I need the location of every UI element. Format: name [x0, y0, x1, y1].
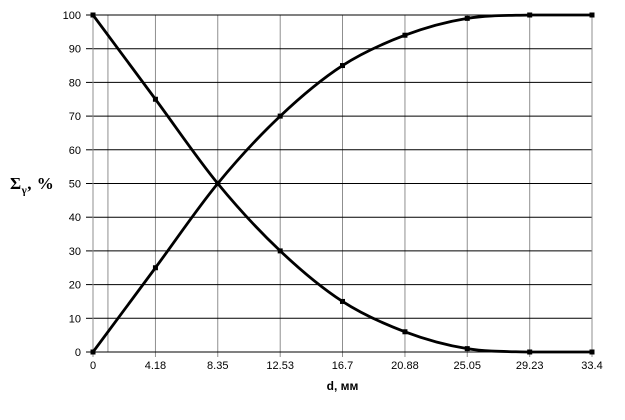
series-marker [340, 63, 345, 69]
series-line-cumulative-undersize-ascending [91, 13, 594, 354]
y-axis-title-subscript: γ [21, 184, 28, 197]
series-marker [402, 32, 408, 38]
y-tick-label: 50 [69, 179, 81, 191]
x-tick-label: 29.23 [516, 360, 544, 372]
y-tick-label: 40 [69, 212, 81, 224]
series-marker [464, 346, 470, 352]
series-marker [215, 181, 221, 186]
series-marker [277, 113, 283, 119]
y-tick-label: 70 [69, 111, 81, 123]
series-marker [152, 265, 158, 271]
x-axis-title: d, мм [326, 379, 359, 393]
series-marker [277, 248, 283, 254]
series-marker [589, 12, 595, 18]
series-marker [402, 329, 408, 335]
x-tick-label: 8.35 [207, 360, 228, 372]
x-tick-label: 25.05 [453, 360, 481, 372]
series-marker [152, 96, 158, 102]
y-axis-title-sigma: Σ [10, 174, 22, 193]
y-axis-title-suffix: , % [27, 174, 55, 193]
x-tick-label: 16.7 [332, 360, 353, 372]
y-tick-label: 100 [63, 10, 81, 22]
series-marker [527, 349, 533, 355]
y-tick-label: 10 [69, 313, 81, 325]
x-tick-label: 4.18 [145, 360, 166, 372]
y-tick-label: 0 [75, 347, 81, 359]
x-tick-label: 0 [90, 360, 96, 372]
x-tick-label: 12.53 [266, 360, 294, 372]
y-tick-label: 60 [69, 145, 81, 157]
series-marker [527, 12, 533, 18]
y-tick-label: 80 [69, 77, 81, 89]
y-tick-label: 20 [69, 280, 81, 292]
series-marker [340, 298, 345, 304]
series-marker [90, 349, 96, 355]
series-marker [464, 15, 470, 21]
y-tick-label: 90 [69, 44, 81, 56]
y-tick-label: 30 [69, 246, 81, 258]
series-marker [589, 349, 595, 355]
x-tick-label: 20.88 [391, 360, 419, 372]
series-line-cumulative-oversize-descending [91, 13, 594, 354]
y-axis-title: Σγ, % [10, 174, 54, 196]
x-tick-label: 33.4 [581, 360, 602, 372]
series-marker [90, 12, 96, 18]
